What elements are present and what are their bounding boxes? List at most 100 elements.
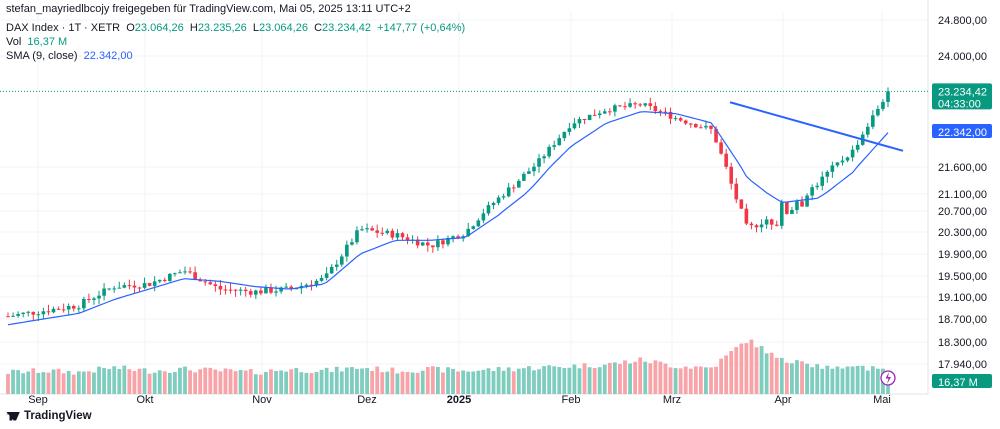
candle-body <box>729 166 734 184</box>
candle <box>673 115 678 121</box>
candle-body <box>542 156 546 159</box>
candle <box>547 144 551 159</box>
candle <box>193 266 197 281</box>
candle-body <box>800 201 804 207</box>
volume-bar <box>243 370 248 394</box>
candle <box>350 238 354 246</box>
sma-price-tag-bg <box>932 124 992 138</box>
candle <box>835 162 840 168</box>
volume-bar <box>729 351 734 394</box>
volume-bar <box>76 371 81 394</box>
candle <box>56 306 61 310</box>
candle-body <box>683 120 688 124</box>
candle-body <box>162 279 167 281</box>
volume-bar <box>162 371 167 394</box>
candle <box>87 293 91 303</box>
volume-bar <box>790 363 794 394</box>
candle <box>254 289 258 299</box>
volume-bar <box>405 371 410 394</box>
symbol-label[interactable]: DAX Index · 1T · XETR <box>6 22 121 34</box>
candle <box>572 118 577 130</box>
time-tick-label: Dez <box>357 394 377 406</box>
candle-body <box>522 173 526 181</box>
candle-body <box>825 171 830 177</box>
candle <box>881 99 885 112</box>
candle-body <box>61 309 66 311</box>
candle-body <box>835 162 840 166</box>
candle <box>618 105 622 107</box>
candle <box>779 199 784 230</box>
candle-body <box>173 273 177 275</box>
volume-bar <box>516 368 521 394</box>
lightning-icon <box>880 370 896 386</box>
candle-body <box>284 286 288 288</box>
volume-bar <box>623 360 627 394</box>
candle-body <box>370 228 374 231</box>
volume-bar <box>167 372 172 394</box>
tradingview-brand[interactable]: TradingView <box>6 410 92 422</box>
candle-body <box>810 187 814 196</box>
candle-body <box>6 316 10 318</box>
volume-bar <box>714 366 718 394</box>
candle-body <box>476 220 481 227</box>
candle-body <box>795 201 799 210</box>
candle-body <box>107 288 111 290</box>
volume-bar <box>481 369 486 394</box>
candle <box>395 229 400 242</box>
volume-bar <box>612 362 617 394</box>
candle-body <box>324 273 329 278</box>
candle-body <box>608 111 612 113</box>
candle-body <box>97 295 101 299</box>
candle <box>334 259 339 271</box>
volume-bar <box>471 371 476 394</box>
volume-bar <box>724 355 729 394</box>
candle <box>304 283 309 289</box>
candle-body <box>845 157 850 161</box>
candle-body <box>785 202 789 214</box>
time-tick-label: Sep <box>28 394 48 406</box>
volume-bar <box>112 366 117 394</box>
candle <box>754 223 759 233</box>
volume-bar <box>456 371 461 394</box>
high-label: H <box>189 22 198 34</box>
candle-body <box>314 280 319 286</box>
volume-bar <box>294 367 299 394</box>
candle <box>810 184 814 201</box>
candle-body <box>193 272 197 280</box>
candle <box>274 285 278 297</box>
candle <box>511 184 516 193</box>
volume-bar <box>607 362 612 394</box>
volume-tag-text: 16,37 M <box>938 377 978 389</box>
volume-bar <box>46 372 51 394</box>
volume-bar <box>527 366 531 394</box>
candle <box>623 101 627 110</box>
candle <box>587 114 592 121</box>
volume-bar <box>415 372 420 394</box>
candle-body <box>339 256 344 265</box>
candle <box>638 102 642 108</box>
candle-body <box>294 288 299 290</box>
volume-bar <box>562 368 567 394</box>
candle-body <box>668 111 673 119</box>
candle <box>112 285 117 293</box>
candle-body <box>157 279 162 282</box>
candle <box>436 235 440 251</box>
volume-bar <box>71 374 76 394</box>
candle-body <box>122 285 127 288</box>
volume-label[interactable]: Vol <box>6 36 22 48</box>
candle <box>592 109 597 116</box>
candle <box>152 276 157 292</box>
volume-bar <box>668 367 673 394</box>
volume-bar <box>754 347 759 394</box>
candle <box>557 134 562 146</box>
sma-label[interactable]: SMA (9, close) <box>6 50 78 62</box>
candle-body <box>491 202 496 206</box>
volume-bar <box>501 370 506 394</box>
volume-bar <box>66 370 71 394</box>
candle <box>400 232 405 241</box>
time-axis: Sep Okt Nov Dez 2025 Feb Mrz Apr Mai <box>28 394 891 406</box>
trend-line <box>729 101 904 152</box>
volume-bar <box>592 368 597 394</box>
candle <box>764 216 769 229</box>
